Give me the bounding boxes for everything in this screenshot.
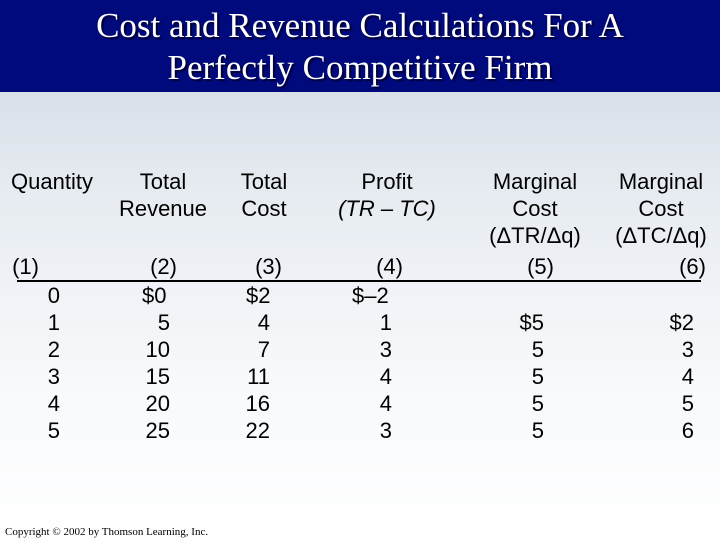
table-cell: 5 bbox=[531, 337, 544, 362]
table-cell: $–2 bbox=[352, 283, 389, 308]
table-cell: 4 bbox=[681, 364, 694, 389]
column-number-2: (2) bbox=[150, 254, 177, 279]
table-cell: 3 bbox=[681, 337, 694, 362]
table-cell: 0 bbox=[47, 283, 60, 308]
table-cell: 6 bbox=[681, 418, 694, 443]
table-cell: 25 bbox=[145, 418, 170, 443]
table-cell: 11 bbox=[247, 364, 270, 389]
header-divider bbox=[17, 280, 701, 282]
header-total-revenue-line-2: Revenue bbox=[118, 196, 208, 221]
table-cell: 5 bbox=[531, 391, 544, 416]
table-cell: 7 bbox=[257, 337, 270, 362]
column-number-6: (6) bbox=[679, 254, 706, 279]
table-cell: $2 bbox=[246, 283, 271, 308]
column-number-4: (4) bbox=[376, 254, 403, 279]
header-marginal-revenue: Marginal Cost (ΔTR/Δq) bbox=[474, 168, 596, 249]
header-mr-line-2: Cost bbox=[512, 196, 558, 221]
table-cell: 4 bbox=[257, 310, 270, 335]
table-cell: 4 bbox=[379, 391, 392, 416]
slide-title-line-1: Cost and Revenue Calculations For A bbox=[96, 6, 624, 45]
table-cell: 5 bbox=[157, 310, 170, 335]
table-cell: 16 bbox=[245, 391, 270, 416]
table-cell: 4 bbox=[47, 391, 60, 416]
table-cell: $0 bbox=[142, 283, 167, 308]
header-quantity-line-1: Quantity bbox=[11, 169, 93, 194]
table-cell: 22 bbox=[245, 418, 270, 443]
table-cell: 10 bbox=[145, 337, 170, 362]
table-cell: 2 bbox=[47, 337, 60, 362]
table-cell: 5 bbox=[681, 391, 694, 416]
slide-title-line-2: Perfectly Competitive Firm bbox=[167, 48, 553, 87]
header-total-revenue: Total Revenue bbox=[108, 168, 218, 222]
header-total-cost-line-1: Total bbox=[240, 169, 288, 194]
header-mc-line-3: (ΔTC/Δq) bbox=[615, 223, 707, 248]
table-cell: $2 bbox=[669, 310, 694, 335]
table-cell: 20 bbox=[145, 391, 170, 416]
header-mr-line-3: (ΔTR/Δq) bbox=[489, 223, 581, 248]
table-cell: 1 bbox=[379, 310, 392, 335]
header-profit-line-1: Profit bbox=[361, 169, 413, 194]
table-cell: 4 bbox=[379, 364, 392, 389]
table-cell: 15 bbox=[145, 364, 170, 389]
title-bar: Cost and Revenue Calculations For A Perf… bbox=[0, 0, 720, 92]
header-profit-line-2: (TR – TC) bbox=[338, 196, 436, 221]
header-mr-line-1: Marginal bbox=[492, 169, 578, 194]
header-mc-line-1: Marginal bbox=[618, 169, 704, 194]
table-cell: $5 bbox=[519, 310, 544, 335]
table-cell: 3 bbox=[379, 337, 392, 362]
table-cell: 5 bbox=[47, 418, 60, 443]
header-profit: Profit (TR – TC) bbox=[322, 168, 452, 222]
table-cell: 5 bbox=[531, 364, 544, 389]
table-cell: 3 bbox=[379, 418, 392, 443]
header-total-revenue-line-1: Total bbox=[139, 169, 187, 194]
header-quantity: Quantity bbox=[2, 168, 102, 195]
header-mc-line-2: Cost bbox=[638, 196, 684, 221]
header-total-cost-line-2: Cost bbox=[241, 196, 287, 221]
column-number-5: (5) bbox=[527, 254, 554, 279]
copyright-notice: Copyright © 2002 by Thomson Learning, In… bbox=[5, 526, 209, 538]
column-number-3: (3) bbox=[255, 254, 282, 279]
table-cell: 1 bbox=[47, 310, 60, 335]
column-number-1: (1) bbox=[12, 254, 39, 279]
table-cell: 3 bbox=[47, 364, 60, 389]
header-total-cost: Total Cost bbox=[226, 168, 302, 222]
table-cell: 5 bbox=[531, 418, 544, 443]
header-marginal-cost: Marginal Cost (ΔTC/Δq) bbox=[600, 168, 720, 249]
